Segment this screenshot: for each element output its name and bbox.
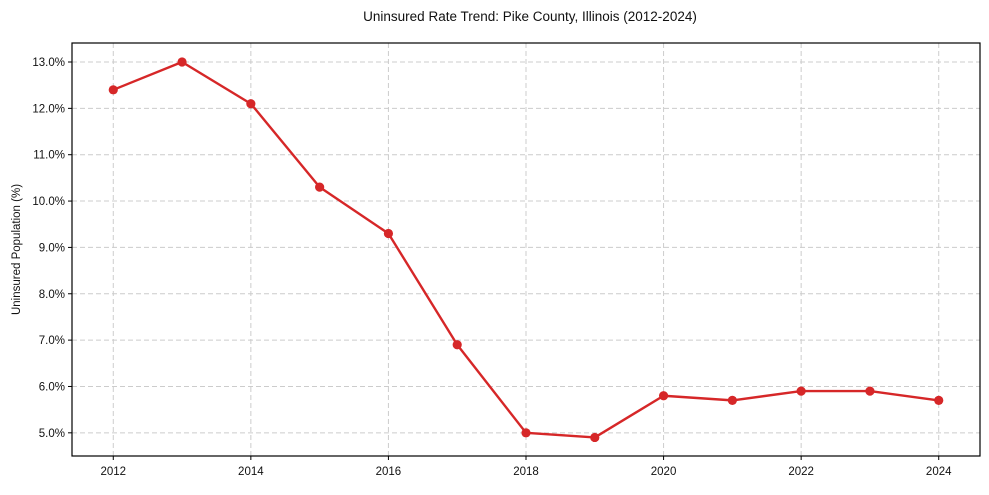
data-point-marker <box>865 386 875 396</box>
y-tick-label: 9.0% <box>39 242 65 254</box>
x-tick-label: 2022 <box>788 466 814 478</box>
data-point-marker <box>383 228 394 239</box>
data-point-marker <box>590 432 600 443</box>
data-point-marker <box>315 182 325 192</box>
data-series <box>108 57 944 443</box>
data-point-marker <box>108 85 118 95</box>
y-tick-label: 13.0% <box>32 57 65 69</box>
data-point-marker <box>658 391 669 401</box>
y-axis-label: Uninsured Population (%) <box>11 184 23 315</box>
axis-ticks: 5.0% 6.0% 7.0% 8.0% 9.0% 10.0% 11.0% 12.0% 13.0%… <box>32 57 952 478</box>
x-tick-label: 2014 <box>238 466 264 478</box>
x-tick-label: 2024 <box>926 466 952 478</box>
y-tick-label: 10.0% <box>32 196 65 208</box>
data-point-marker <box>521 428 531 438</box>
data-point-marker <box>246 99 256 109</box>
data-point-marker <box>796 386 806 396</box>
y-tick-label: 8.0% <box>39 289 65 301</box>
data-point-marker <box>727 395 737 405</box>
y-tick-label: 5.0% <box>39 428 65 440</box>
y-tick-label: 6.0% <box>39 381 65 393</box>
data-point-marker <box>177 57 187 67</box>
y-tick-label: 12.0% <box>32 103 65 115</box>
x-tick-label: 2016 <box>376 466 402 478</box>
x-tick-label: 2020 <box>651 466 677 478</box>
plot-frame <box>71 42 981 457</box>
data-point-marker <box>934 395 944 405</box>
chart-title: Uninsured Rate Trend: Pike County, Illin… <box>363 9 697 24</box>
y-tick-label: 7.0% <box>39 335 65 347</box>
y-tick-label: 11.0% <box>33 150 65 162</box>
x-tick-label: 2018 <box>513 466 539 478</box>
x-tick-label: 2012 <box>100 466 126 478</box>
data-point-marker <box>452 340 462 350</box>
gridlines <box>72 43 980 456</box>
